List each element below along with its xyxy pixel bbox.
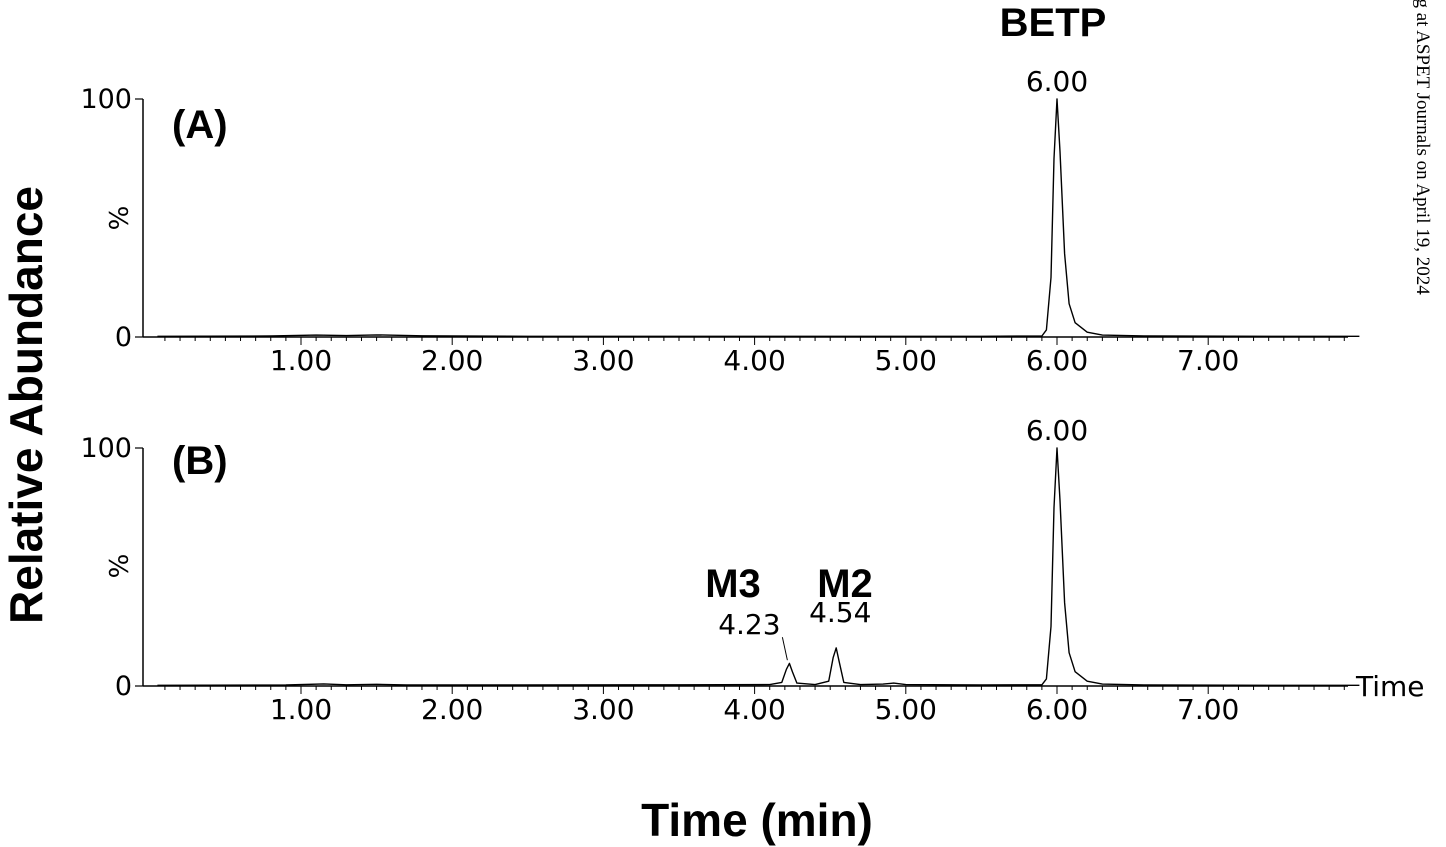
x-axis-end-label: Time (1355, 670, 1425, 703)
y-unit-label: % (105, 206, 135, 231)
y-tick-label: 100 (80, 433, 132, 464)
panel-label: (A) (172, 103, 228, 147)
x-tick-label: 4.00 (723, 344, 785, 377)
peak-leader-line (781, 637, 788, 661)
compound-label-m2: M2 (817, 562, 873, 606)
x-axis-title: Time (min) (641, 794, 873, 846)
x-tick-label: 2.00 (421, 693, 483, 726)
y-unit-label: % (105, 554, 135, 579)
compound-label-m3: M3 (705, 562, 761, 606)
x-tick-label: 5.00 (875, 693, 937, 726)
x-tick-label: 2.00 (421, 344, 483, 377)
compound-label-betp: BETP (1000, 1, 1107, 45)
peak-label: 4.23 (718, 608, 780, 641)
chromatogram-trace (157, 98, 1360, 337)
chromatogram-trace (157, 447, 1360, 686)
x-tick-label: 3.00 (572, 693, 634, 726)
y-axis-title: Relative Abundance (0, 186, 52, 624)
y-tick-label: 100 (80, 84, 132, 115)
y-tick-label: 0 (115, 322, 132, 353)
x-tick-label: 1.00 (270, 693, 332, 726)
chromatogram-panel-b: (B) M3 M2 % Time 1.00 2.00 3.00 4.00 5.00 6.0… (80, 414, 1424, 726)
x-tick-label: 3.00 (572, 344, 634, 377)
panel-label: (B) (172, 439, 228, 483)
peak-label: 4.54 (809, 596, 871, 629)
y-tick-label: 0 (115, 671, 132, 702)
x-tick-label: 7.00 (1177, 693, 1239, 726)
x-tick-label: 4.00 (723, 693, 785, 726)
peak-label: 6.00 (1026, 414, 1088, 447)
chromatogram-panel-a: (A) BETP % 1.00 2.00 3.00 4.00 5.00 6.00 7.00 0… (80, 1, 1360, 377)
x-tick-label: 1.00 (270, 344, 332, 377)
peak-label: 6.00 (1026, 65, 1088, 98)
x-tick-label: 7.00 (1177, 344, 1239, 377)
x-tick-label: 6.00 (1026, 344, 1088, 377)
x-tick-label: 6.00 (1026, 693, 1088, 726)
journal-watermark: pet.aspetjournals.org at ASPET Journals … (1412, 0, 1433, 295)
x-tick-label: 5.00 (875, 344, 937, 377)
